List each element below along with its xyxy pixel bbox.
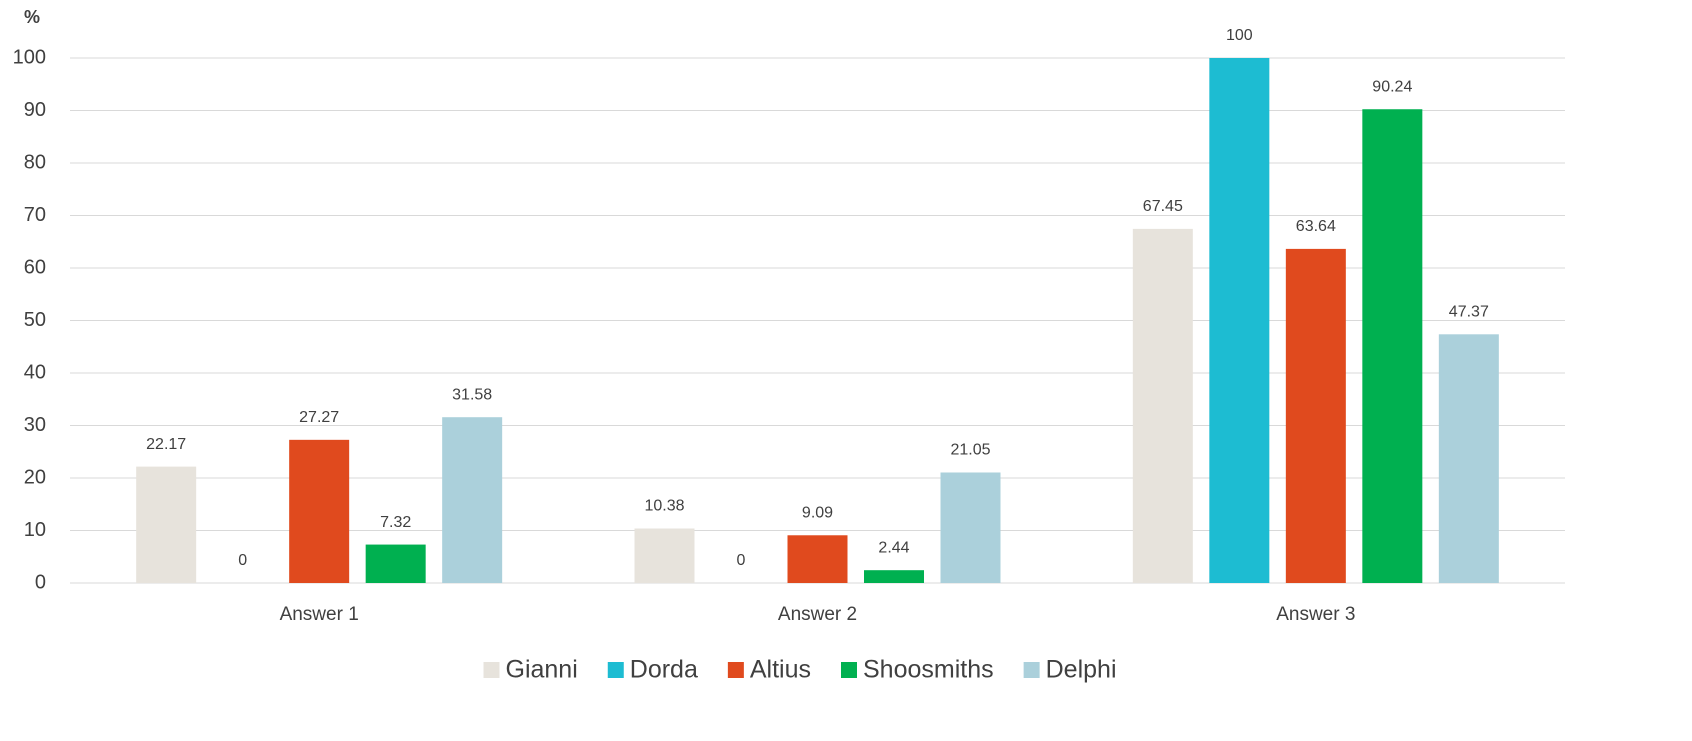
legend-swatch: [1023, 662, 1040, 678]
data-label: 63.64: [1296, 218, 1336, 235]
legend-label: Shoosmiths: [863, 656, 994, 684]
data-label: 47.37: [1449, 304, 1489, 321]
data-label: 27.27: [299, 409, 339, 426]
bar: [787, 535, 848, 583]
legend-label: Altius: [750, 656, 811, 684]
x-tick-label: Answer 2: [778, 604, 857, 625]
y-tick-label: 30: [24, 414, 46, 436]
data-label: 67.45: [1143, 198, 1183, 215]
data-label: 31.58: [452, 386, 492, 403]
y-tick-label: 100: [13, 46, 46, 68]
legend-label: Gianni: [506, 656, 578, 684]
data-label: 0: [737, 552, 746, 569]
y-tick-label: 20: [24, 466, 46, 488]
y-tick-label: 90: [24, 99, 46, 121]
bar: [1285, 248, 1346, 583]
y-tick-label: 10: [24, 519, 46, 541]
y-tick-label: 0: [35, 571, 46, 593]
bar: [1132, 228, 1193, 583]
x-tick-label: Answer 1: [280, 604, 359, 625]
y-tick-label: 80: [24, 151, 46, 173]
y-tick-label: 70: [24, 204, 46, 226]
data-label: 10.38: [644, 498, 684, 515]
legend-swatch: [841, 662, 857, 678]
data-label: 90.24: [1372, 78, 1412, 95]
bar: [634, 528, 695, 583]
legend-swatch: [607, 662, 624, 678]
bar: [1209, 58, 1270, 583]
data-label: 0: [238, 552, 247, 569]
data-label: 9.09: [802, 504, 833, 521]
data-label: 100: [1226, 27, 1253, 44]
bar: [136, 466, 197, 583]
legend-swatch: [727, 662, 744, 678]
bar: [1362, 109, 1423, 584]
data-label: 21.05: [950, 442, 990, 459]
data-label: 7.32: [380, 514, 411, 531]
x-tick-label: Answer 3: [1276, 604, 1355, 625]
bar: [1438, 334, 1499, 583]
bar: [365, 544, 426, 583]
data-label: 2.44: [878, 539, 909, 556]
bar: [864, 570, 924, 583]
legend-swatch: [483, 662, 500, 678]
legend-label: Delphi: [1046, 656, 1117, 684]
bar: [442, 417, 503, 583]
bar: [289, 439, 350, 583]
bar: [940, 472, 1001, 583]
y-tick-label: 50: [24, 309, 46, 331]
y-axis-label: %: [24, 7, 40, 27]
y-tick-label: 60: [24, 256, 46, 278]
legend-label: Dorda: [630, 656, 698, 684]
data-label: 22.17: [146, 436, 186, 453]
y-tick-label: 40: [24, 361, 46, 383]
